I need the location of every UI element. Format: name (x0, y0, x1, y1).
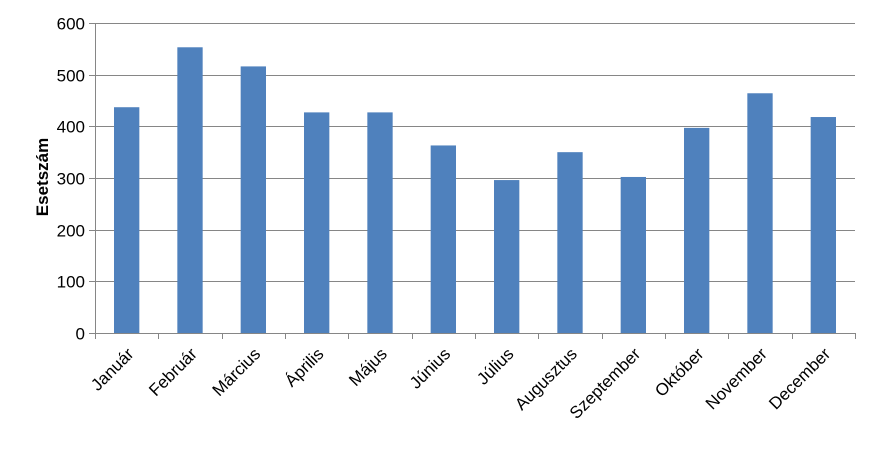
bar-Április (304, 112, 330, 333)
bar-Augusztus (557, 152, 583, 333)
x-tick-label: Március (209, 344, 265, 400)
y-tick-label: 100 (57, 273, 85, 292)
y-axis-title: Esetszám (33, 138, 52, 216)
bar-December (810, 117, 836, 334)
bar-Június (430, 145, 456, 333)
x-tick-label: Április (281, 344, 327, 390)
x-tick-label: Február (145, 344, 201, 400)
x-tick-label: Június (406, 344, 454, 392)
y-tick-label: 200 (57, 222, 85, 241)
bar-Május (367, 112, 393, 333)
x-tick-label: December (765, 344, 834, 413)
y-tick-label: 400 (57, 118, 85, 137)
x-tick-label: Május (345, 344, 391, 390)
bar-Szeptember (620, 176, 646, 333)
bar-Január (114, 107, 140, 333)
y-tick-label: 500 (57, 67, 85, 86)
bars (114, 47, 836, 334)
gridlines (95, 23, 855, 282)
bar-Július (494, 180, 520, 333)
x-tick-label: Július (473, 344, 517, 388)
bar-Február (177, 47, 203, 334)
x-tick-label: Január (87, 344, 137, 394)
bar-Október (684, 127, 710, 333)
y-tick-label: 600 (57, 15, 85, 34)
x-tick-labels: Január Február Március Április Május Június Jú… (87, 344, 834, 422)
y-tick-label: 0 (76, 325, 85, 344)
y-tick-labels: 0 100 200 300 400 500 600 (57, 15, 85, 344)
bar-November (747, 93, 773, 334)
x-tick-label: Október (651, 344, 707, 400)
bar-Március (240, 66, 266, 334)
y-tick-label: 300 (57, 170, 85, 189)
axes (89, 23, 856, 339)
x-tick-label: November (702, 344, 771, 413)
